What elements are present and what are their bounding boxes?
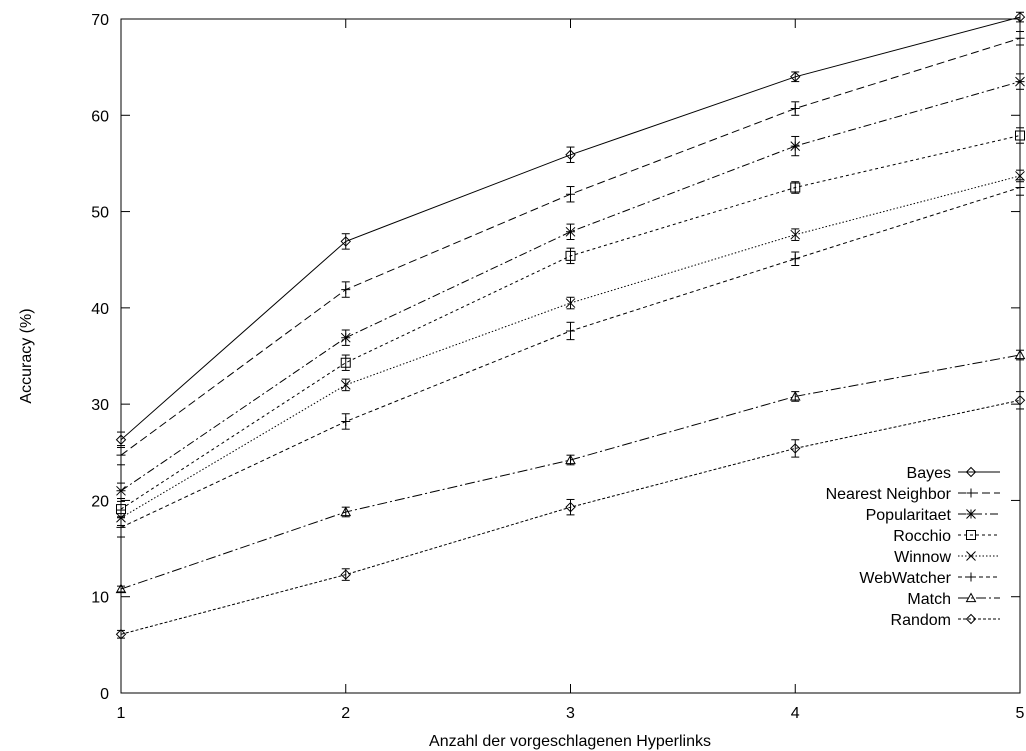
y-tick-label: 50 bbox=[91, 205, 109, 222]
y-axis-label: Accuracy (%) bbox=[18, 308, 35, 403]
legend-label: Winnow bbox=[894, 549, 951, 566]
legend-label: Nearest Neighbor bbox=[826, 486, 952, 503]
y-tick-label: 30 bbox=[91, 397, 109, 414]
x-tick-label: 3 bbox=[566, 705, 575, 722]
y-tick-label: 20 bbox=[91, 493, 109, 510]
series-line bbox=[120, 81, 1021, 492]
series-layer bbox=[115, 11, 1026, 640]
y-tick-label: 0 bbox=[100, 686, 109, 703]
data-point bbox=[340, 569, 351, 580]
legend-marker bbox=[965, 466, 977, 478]
legend: Bayes Nearest Neighbor Popularitaet Rocchio… bbox=[826, 465, 1000, 629]
data-point bbox=[340, 380, 351, 390]
legend-label: WebWatcher bbox=[859, 570, 951, 587]
data-point bbox=[790, 182, 801, 193]
data-point bbox=[565, 454, 576, 465]
data-point bbox=[341, 285, 351, 295]
y-tick-label: 60 bbox=[91, 108, 109, 125]
y-tick-label: 10 bbox=[91, 590, 109, 607]
series-line bbox=[120, 354, 1021, 590]
y-tick-label: 40 bbox=[91, 301, 109, 318]
axes-layer: 0 10 20 30 40 50 60 70 1 2 3 4 5 bbox=[91, 12, 1024, 722]
data-point bbox=[340, 236, 351, 247]
series-line bbox=[120, 37, 1021, 456]
legend-label: Rocchio bbox=[893, 528, 951, 545]
x-tick-label: 2 bbox=[341, 705, 350, 722]
data-point bbox=[340, 332, 351, 343]
legend-marker bbox=[966, 488, 976, 498]
x-tick-label: 5 bbox=[1016, 705, 1025, 722]
legend-marker bbox=[966, 509, 976, 519]
data-point bbox=[566, 326, 575, 336]
data-point bbox=[565, 226, 576, 237]
legend-marker bbox=[965, 592, 977, 603]
data-point bbox=[790, 71, 801, 82]
x-tick-label: 1 bbox=[117, 705, 126, 722]
data-point bbox=[340, 506, 352, 517]
data-point bbox=[340, 357, 351, 368]
data-point bbox=[790, 443, 801, 454]
data-point bbox=[790, 104, 800, 114]
data-point bbox=[565, 149, 576, 160]
data-point bbox=[565, 298, 576, 308]
data-point bbox=[341, 416, 351, 426]
y-tick-label: 70 bbox=[91, 12, 109, 29]
data-point bbox=[566, 189, 575, 199]
legend-marker bbox=[966, 530, 976, 540]
x-axis-label: Anzahl der vorgeschlagenen Hyperlinks bbox=[429, 733, 711, 750]
legend-label: Random bbox=[891, 612, 951, 629]
legend-label: Bayes bbox=[907, 465, 951, 482]
x-tick-label: 4 bbox=[791, 705, 800, 722]
data-point bbox=[790, 141, 801, 151]
data-point bbox=[790, 229, 801, 240]
legend-label: Popularitaet bbox=[866, 507, 952, 524]
series-line bbox=[120, 175, 1021, 519]
legend-marker bbox=[966, 551, 976, 561]
data-point bbox=[565, 501, 576, 513]
data-point bbox=[790, 254, 800, 264]
legend-marker bbox=[966, 572, 976, 582]
data-point bbox=[565, 250, 576, 261]
legend-label: Match bbox=[907, 591, 951, 608]
data-point bbox=[789, 390, 801, 401]
legend-marker bbox=[965, 613, 977, 625]
